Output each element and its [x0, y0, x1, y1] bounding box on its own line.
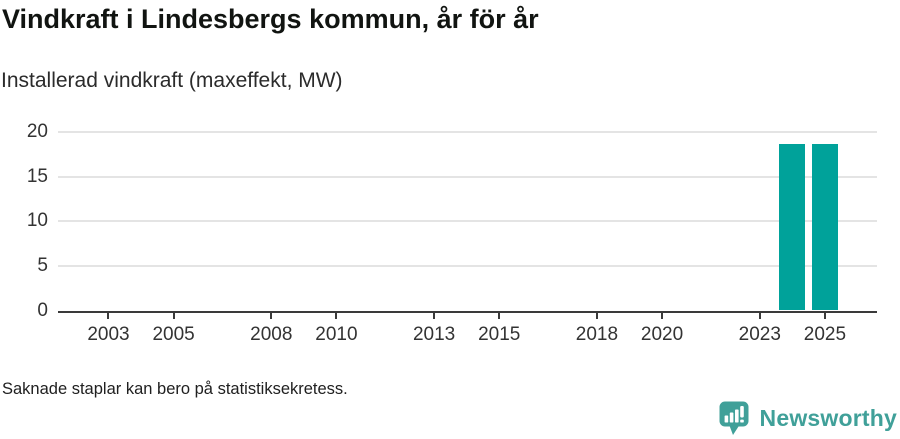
x-tick-label: 2025: [803, 323, 847, 345]
y-tick-label: 15: [26, 165, 48, 187]
x-axis-line: [58, 310, 877, 313]
y-tick-label: 5: [37, 254, 48, 276]
x-tick-label: 2015: [478, 323, 521, 345]
newsworthy-logo[interactable]: Newsworthy: [719, 400, 897, 436]
y-gridline: [58, 220, 877, 223]
x-tick-label: 2020: [640, 323, 684, 345]
x-tick-label: 2013: [412, 323, 456, 345]
x-tick-label: 2010: [315, 323, 358, 345]
newsworthy-icon: [719, 401, 749, 436]
x-tick: [595, 313, 598, 319]
y-gridline: [58, 264, 877, 267]
x-tick: [498, 313, 501, 319]
y-tick-label: 0: [37, 299, 48, 321]
bar-2024: [779, 144, 806, 311]
x-tick: [823, 313, 826, 319]
newsworthy-wordmark: Newsworthy: [759, 404, 897, 431]
footnote: Saknade staplar kan bero på statistiksek…: [2, 380, 348, 398]
chart-subtitle: Installerad vindkraft (maxeffekt, MW): [1, 69, 343, 92]
x-tick: [433, 313, 436, 319]
x-tick: [335, 313, 338, 319]
x-tick: [758, 313, 761, 319]
plot-area: 0 5 10 15 20 2003 2005 2008 2010 2013 2015 2018 2020…: [26, 121, 877, 345]
x-tick-label: 2023: [738, 323, 781, 345]
x-tick-label: 2003: [87, 323, 130, 345]
x-tick: [270, 313, 273, 319]
x-tick: [172, 313, 175, 319]
y-tick-label: 10: [26, 210, 48, 232]
x-tick: [107, 313, 110, 319]
bar-2025: [811, 144, 838, 311]
y-tick-label: 20: [26, 121, 48, 142]
x-tick-label: 2008: [250, 323, 293, 345]
x-tick-label: 2018: [575, 323, 619, 345]
chart-title: Vindkraft i Lindesbergs kommun, år för å…: [2, 4, 539, 34]
y-gridline: [58, 175, 877, 178]
y-gridline: [58, 131, 877, 133]
x-tick: [661, 313, 664, 319]
x-tick-label: 2005: [152, 323, 195, 345]
